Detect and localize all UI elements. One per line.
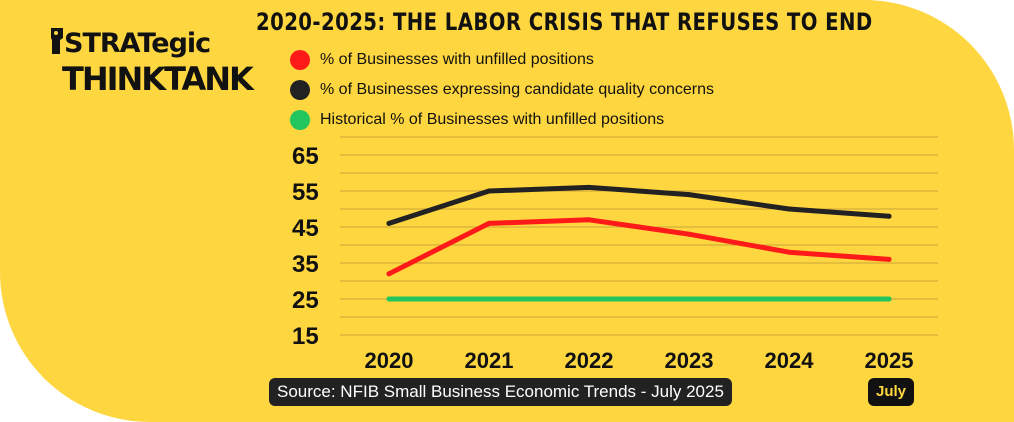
- legend-swatch-quality: [290, 80, 310, 100]
- legend-item-historical: Historical % of Businesses with unfilled…: [290, 110, 664, 130]
- legend-item-unfilled: % of Businesses with unfilled positions: [290, 50, 594, 70]
- y-tick-label: 15: [292, 323, 319, 350]
- legend-swatch-historical: [290, 110, 310, 130]
- x-tick-label: 2022: [565, 348, 614, 373]
- data-point: [386, 220, 392, 226]
- data-point: [686, 231, 692, 237]
- data-point: [686, 296, 692, 302]
- data-point: [486, 220, 492, 226]
- x-tick-label: 2025: [865, 348, 914, 373]
- data-point: [886, 213, 892, 219]
- legend-label-unfilled: % of Businesses with unfilled positions: [320, 51, 594, 68]
- y-tick-label: 65: [292, 143, 319, 170]
- brand-logo: STRATegic THINKTANK: [46, 24, 254, 104]
- series-line: [386, 184, 892, 226]
- data-point: [586, 217, 592, 223]
- series-line: [386, 217, 892, 277]
- data-point: [786, 249, 792, 255]
- data-point: [486, 188, 492, 194]
- y-tick-label: 35: [292, 251, 319, 278]
- data-point: [686, 192, 692, 198]
- data-point: [886, 256, 892, 262]
- x-tick-label: 2021: [465, 348, 514, 373]
- month-badge: July: [868, 378, 914, 406]
- data-point: [886, 296, 892, 302]
- legend-label-quality: % of Businesses expressing candidate qua…: [320, 81, 714, 98]
- y-tick-label: 55: [292, 179, 319, 206]
- x-tick-label: 2024: [765, 348, 815, 373]
- y-tick-label: 25: [292, 287, 319, 314]
- data-point: [586, 296, 592, 302]
- data-point: [386, 271, 392, 277]
- data-point: [486, 296, 492, 302]
- data-point: [586, 184, 592, 190]
- data-point: [386, 296, 392, 302]
- x-tick-label: 2023: [665, 348, 714, 373]
- data-point: [786, 206, 792, 212]
- chart-title: 2020-2025: THE LABOR CRISIS THAT REFUSES…: [256, 8, 873, 36]
- y-tick-label: 45: [292, 215, 319, 242]
- brand-line2: THINKTANK: [62, 60, 254, 98]
- brand-line1: STRATegic: [64, 28, 211, 59]
- legend-item-quality: % of Businesses expressing candidate qua…: [290, 80, 714, 100]
- legend-label-historical: Historical % of Businesses with unfilled…: [320, 111, 665, 128]
- legend-swatch-unfilled: [290, 50, 310, 70]
- logo-head-icon: [51, 28, 63, 54]
- x-tick-label: 2020: [365, 348, 414, 373]
- data-point: [786, 296, 792, 302]
- source-caption: Source: NFIB Small Business Economic Tre…: [269, 378, 732, 406]
